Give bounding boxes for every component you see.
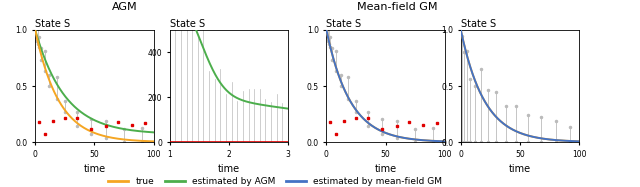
Text: State S: State S: [35, 19, 70, 29]
X-axis label: time: time: [509, 164, 531, 174]
Text: Mean-field GM: Mean-field GM: [356, 2, 437, 12]
Text: State S: State S: [326, 19, 362, 29]
X-axis label: time: time: [218, 164, 240, 174]
Legend: true, estimated by AGM, estimated by mean-field GM: true, estimated by AGM, estimated by mea…: [104, 174, 446, 187]
Text: State S: State S: [461, 19, 496, 29]
X-axis label: time: time: [374, 164, 397, 174]
X-axis label: time: time: [83, 164, 106, 174]
Text: AGM: AGM: [112, 2, 138, 12]
Text: State S: State S: [170, 19, 205, 29]
